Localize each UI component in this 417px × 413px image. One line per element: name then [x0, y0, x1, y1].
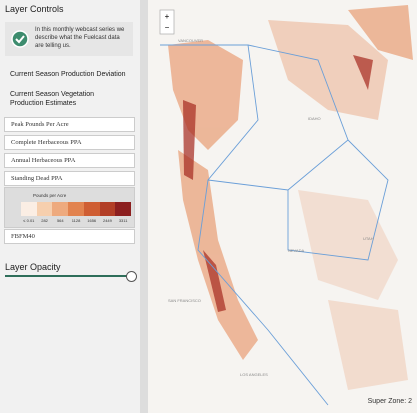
map-hotspots [183, 55, 373, 312]
layer-item[interactable]: Annual Herbaceous PPA [4, 153, 135, 168]
zone-boundaries [160, 44, 389, 406]
legend-label: 282 [41, 218, 48, 223]
layer-item[interactable]: Peak Pounds Per Acre [4, 117, 135, 132]
legend-swatch [21, 202, 37, 216]
group-heading[interactable]: Current Season Vegetation Production Est… [10, 91, 95, 107]
info-box[interactable]: In this monthly webcast series we descri… [5, 22, 133, 56]
zoom-control [159, 9, 175, 35]
legend-swatch [36, 202, 53, 216]
legend-swatch [52, 202, 69, 216]
opacity-title: Layer Opacity [5, 262, 61, 272]
legend: Pounds per Acre ≤ 0.01 282 564 1128 1656 2449… [4, 187, 135, 228]
info-text: In this monthly webcast series we descri… [35, 27, 125, 49]
check-icon [11, 30, 29, 48]
zone-label: Super Zone: 2 [368, 398, 412, 405]
divider [140, 0, 148, 413]
legend-label: 1128 [71, 218, 81, 223]
place-label: IDAHO [308, 116, 321, 121]
legend-swatch [99, 202, 116, 216]
place-label: VANCOUVER [178, 38, 203, 43]
sidebar-title: Layer Controls [5, 4, 64, 14]
legend-labels: ≤ 0.01 282 564 1128 1656 2449 3311 [21, 218, 131, 224]
map-raster [168, 5, 413, 390]
legend-label: ≤ 0.01 [23, 218, 35, 223]
layer-item[interactable]: Complete Herbaceous PPA [4, 135, 135, 150]
place-label: LOS ANGELES [240, 372, 268, 377]
legend-title: Pounds per Acre [33, 193, 67, 198]
sidebar: Layer Controls In this monthly webcast s… [0, 0, 140, 413]
layer-item[interactable]: Standing Dead PPA [4, 171, 135, 186]
group-heading[interactable]: Current Season Production Deviation [10, 71, 126, 78]
zoom-in[interactable]: + [165, 12, 170, 21]
legend-ramp [21, 202, 132, 216]
legend-swatch [68, 202, 84, 216]
place-label: SAN FRANCISCO [168, 298, 201, 303]
legend-label: 564 [56, 218, 64, 223]
legend-swatch [83, 202, 100, 216]
legend-label: 2449 [102, 218, 112, 223]
legend-swatch [115, 202, 132, 216]
layer-item[interactable]: FBFM40 [4, 229, 135, 244]
place-label: UTAH [363, 236, 374, 241]
place-label: NEVADA [288, 248, 304, 253]
legend-label: 1656 [87, 218, 97, 223]
opacity-handle[interactable] [126, 271, 137, 282]
opacity-track [5, 275, 131, 277]
legend-label: 3311 [118, 218, 128, 223]
map[interactable]: + − VANCOUVER IDAHO NEVADA UTAH SAN FRAN… [148, 0, 417, 413]
zoom-out[interactable]: − [165, 23, 170, 32]
